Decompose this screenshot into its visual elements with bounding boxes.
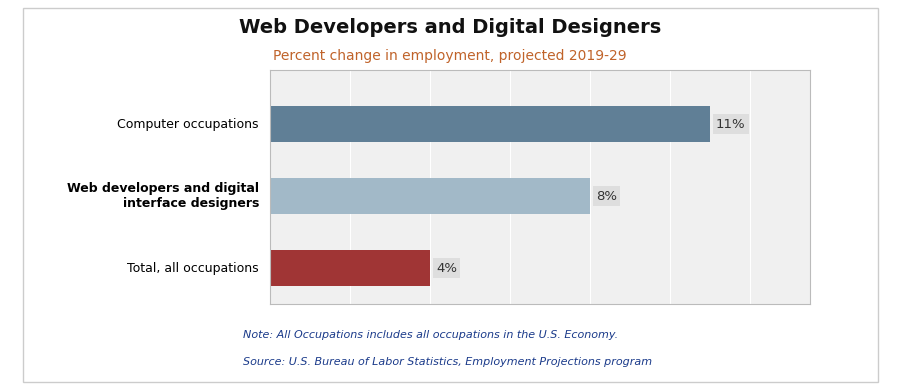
Bar (270, 250, 430, 286)
Bar (270, 178, 590, 214)
Text: Percent change in employment, projected 2019-29: Percent change in employment, projected … (274, 49, 626, 63)
Text: 4%: 4% (436, 262, 457, 275)
Text: Note: All Occupations includes all occupations in the U.S. Economy.: Note: All Occupations includes all occup… (243, 330, 618, 340)
Text: 11%: 11% (716, 118, 745, 131)
Text: Web Developers and Digital Designers: Web Developers and Digital Designers (238, 18, 662, 37)
Bar (270, 106, 710, 142)
Text: 8%: 8% (596, 190, 617, 203)
Text: Source: U.S. Bureau of Labor Statistics, Employment Projections program: Source: U.S. Bureau of Labor Statistics,… (243, 357, 652, 367)
